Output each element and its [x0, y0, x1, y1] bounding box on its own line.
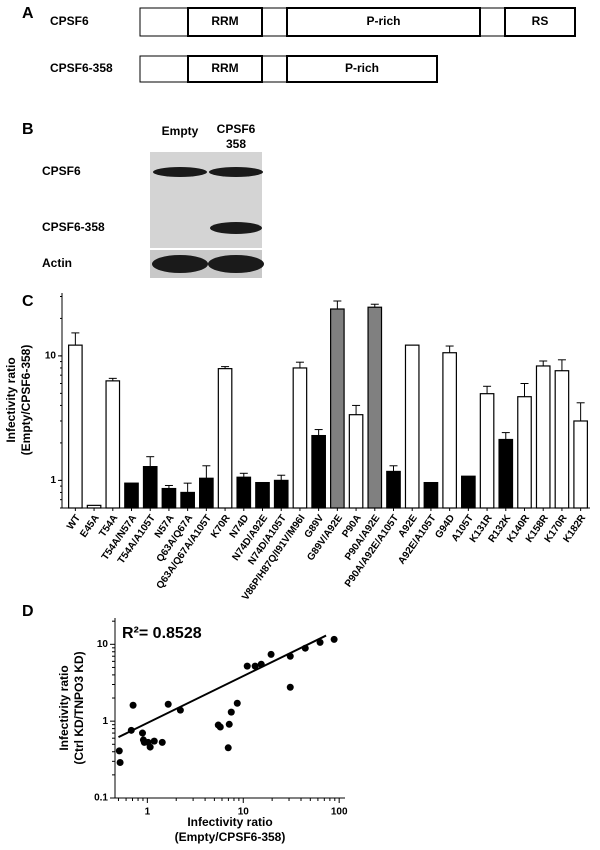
point [243, 662, 251, 670]
protein-name: CPSF6-358 [50, 61, 113, 75]
point [316, 638, 324, 646]
y-tick-label: 10 [97, 639, 109, 650]
domain-label: P-rich [366, 14, 400, 28]
bar [199, 477, 214, 509]
domain-label: RRM [211, 14, 238, 28]
bar [273, 479, 289, 509]
blot-band [208, 255, 264, 273]
lane-label: CPSF6 [217, 122, 256, 136]
bar [442, 352, 457, 509]
panel-label: B [22, 121, 34, 138]
point [129, 701, 137, 709]
point [115, 747, 123, 755]
point [164, 700, 172, 708]
bar [348, 414, 364, 509]
bar [105, 380, 121, 509]
annotation: R²= 0.8528 [122, 625, 202, 642]
domain-label: P-rich [345, 61, 379, 75]
bar [479, 393, 495, 509]
point [233, 699, 241, 707]
bar [554, 370, 570, 509]
point [301, 644, 309, 652]
point [138, 729, 146, 737]
y-tick-label: 10 [45, 351, 57, 362]
point [286, 652, 294, 660]
bar [386, 470, 401, 509]
fit-line [118, 634, 327, 739]
protein-name: CPSF6 [50, 14, 89, 28]
bar [535, 365, 551, 509]
point [216, 723, 224, 731]
y-axis-label: Infectivity ratio [4, 357, 18, 442]
blot-band [210, 222, 262, 234]
bar [292, 367, 308, 509]
domain-box [504, 7, 576, 37]
lane-label: 358 [226, 137, 246, 151]
point [286, 683, 294, 691]
y-tick-label: 0.1 [94, 793, 108, 804]
domain-label: RS [532, 14, 549, 28]
point [225, 720, 233, 728]
bar [423, 481, 439, 509]
domain-box [187, 7, 263, 37]
bar [86, 504, 102, 509]
bar [217, 368, 233, 509]
bar [330, 308, 345, 509]
panel-label: C [22, 293, 34, 310]
point [116, 758, 124, 766]
y-axis-label: Infectivity ratio [57, 665, 71, 750]
bar [68, 344, 83, 509]
y-axis-label: (Empty/CPSF6-358) [19, 345, 33, 456]
point [146, 743, 154, 751]
blot-row-label: CPSF6 [42, 164, 81, 178]
x-tick-label: 1 [145, 807, 151, 818]
lane-label: Empty [162, 124, 199, 138]
point [224, 744, 232, 752]
panel-label: A [22, 5, 34, 22]
blot-row-label: Actin [42, 256, 72, 270]
y-axis-label: (Ctrl KD/TNPO3 KD) [72, 651, 86, 764]
domain-box [286, 55, 438, 83]
x-tick-label: 10 [238, 807, 250, 818]
bar [461, 475, 476, 509]
point [176, 706, 184, 714]
bar [498, 438, 514, 509]
bar [573, 420, 588, 509]
bar [404, 344, 420, 509]
domain-box [286, 7, 481, 37]
bar [236, 476, 252, 509]
domain-box [187, 55, 263, 83]
bar [311, 434, 326, 509]
bar [367, 306, 383, 509]
x-tick-label: E45A [78, 513, 101, 540]
blot-band [153, 167, 207, 177]
x-axis-label: (Empty/CPSF6-358) [175, 830, 286, 844]
domain-label: RRM [211, 61, 238, 75]
x-axis-label: Infectivity ratio [187, 815, 272, 829]
blot-band [152, 255, 208, 273]
y-tick-label: 1 [50, 475, 56, 486]
point [127, 726, 135, 734]
point [251, 662, 259, 670]
bar [124, 482, 139, 509]
point [330, 635, 338, 643]
panel-label: D [22, 603, 34, 620]
x-tick-label: 100 [331, 807, 348, 818]
bar [517, 396, 532, 509]
point [227, 708, 235, 716]
blot-band [209, 167, 263, 177]
bar [142, 466, 158, 509]
point [267, 650, 275, 658]
bar [161, 487, 177, 509]
y-tick-label: 1 [102, 716, 108, 727]
point [158, 738, 166, 746]
point [257, 660, 265, 668]
blot-row-label: CPSF6-358 [42, 220, 105, 234]
bar [180, 491, 195, 509]
point [150, 737, 158, 745]
bar [255, 481, 270, 509]
